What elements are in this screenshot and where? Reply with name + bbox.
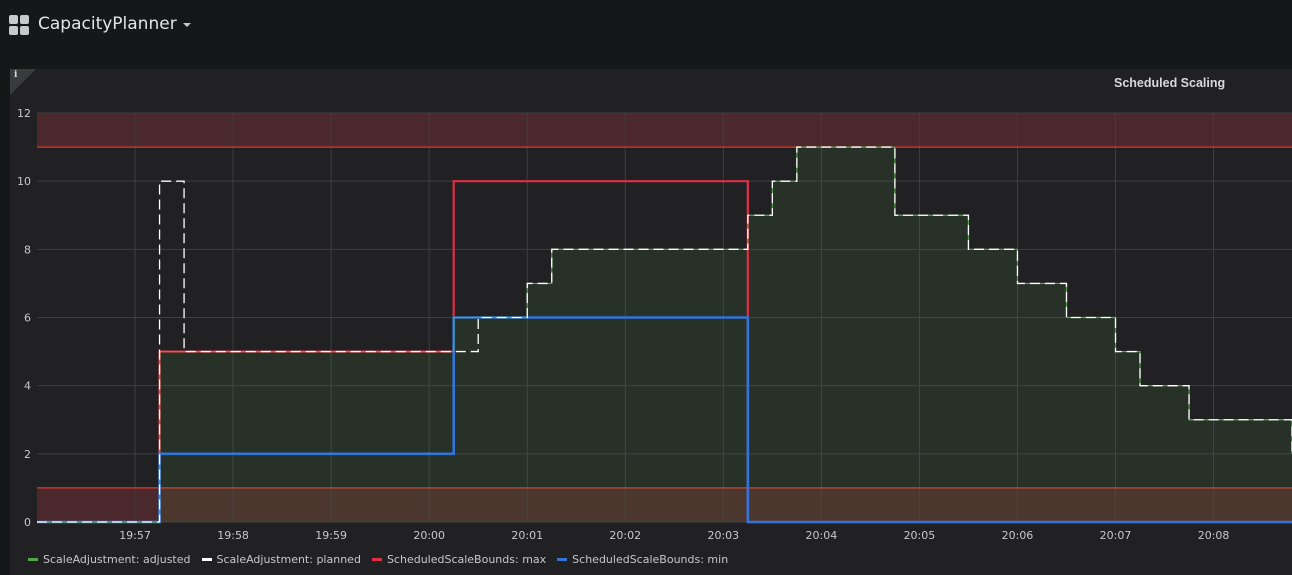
legend-swatch — [371, 558, 382, 561]
y-tick-label: 8 — [24, 243, 31, 256]
y-tick-label: 12 — [17, 107, 31, 120]
y-tick-label: 4 — [24, 380, 31, 393]
legend-item[interactable]: ScheduledScaleBounds: min — [557, 553, 728, 566]
x-tick-label: 20:06 — [1002, 529, 1034, 542]
legend-swatch — [28, 558, 38, 561]
x-tick-label: 19:58 — [217, 529, 249, 542]
y-tick-label: 0 — [24, 516, 31, 529]
series-adjusted-area — [37, 147, 1292, 523]
x-tick-label: 20:03 — [707, 529, 739, 542]
dashboard-title: CapacityPlanner — [38, 14, 177, 34]
grid-icon[interactable] — [9, 15, 29, 35]
series-planned-line — [37, 146, 1292, 523]
panel-title[interactable]: Scheduled Scaling — [1114, 76, 1226, 90]
legend-item[interactable]: ScaleAdjustment: planned — [201, 553, 361, 566]
x-tick-label: 20:07 — [1100, 529, 1132, 542]
info-icon[interactable] — [10, 69, 36, 95]
legend-label: ScaleAdjustment: adjusted — [43, 553, 191, 566]
legend-label: ScheduledScaleBounds: min — [572, 553, 729, 566]
legend-label: ScheduledScaleBounds: max — [386, 553, 547, 566]
legend-label: ScaleAdjustment: planned — [216, 553, 361, 566]
x-tick-label: 20:04 — [806, 529, 838, 542]
info-glyph: i — [14, 70, 18, 80]
caret-down-icon — [182, 23, 191, 27]
x-tick-label: 20:02 — [609, 529, 641, 542]
legend-item[interactable]: ScheduledScaleBounds: max — [371, 553, 547, 566]
series-adjusted-line — [37, 146, 1292, 523]
x-tick-label: 20:08 — [1198, 529, 1230, 542]
legend-swatch — [557, 558, 568, 561]
legend-swatch — [201, 558, 212, 561]
x-tick-label: 20:00 — [413, 529, 445, 542]
legend-item[interactable]: ScaleAdjustment: adjusted — [28, 553, 191, 566]
y-tick-label: 10 — [17, 175, 31, 188]
x-tick-label: 19:59 — [315, 529, 347, 542]
dashboard-title-dropdown[interactable]: CapacityPlanner — [38, 14, 191, 34]
y-tick-label: 6 — [24, 312, 31, 325]
chart-legend: ScaleAdjustment: adjusted ScaleAdjustment… — [28, 553, 728, 566]
threshold-band-1 — [37, 487, 1292, 522]
x-tick-label: 19:57 — [119, 529, 151, 542]
x-tick-label: 20:05 — [904, 529, 936, 542]
threshold-band-0 — [37, 113, 1292, 148]
y-tick-label: 2 — [24, 448, 31, 461]
x-tick-label: 20:01 — [511, 529, 543, 542]
dashboard-navbar: CapacityPlanner — [0, 0, 1292, 52]
